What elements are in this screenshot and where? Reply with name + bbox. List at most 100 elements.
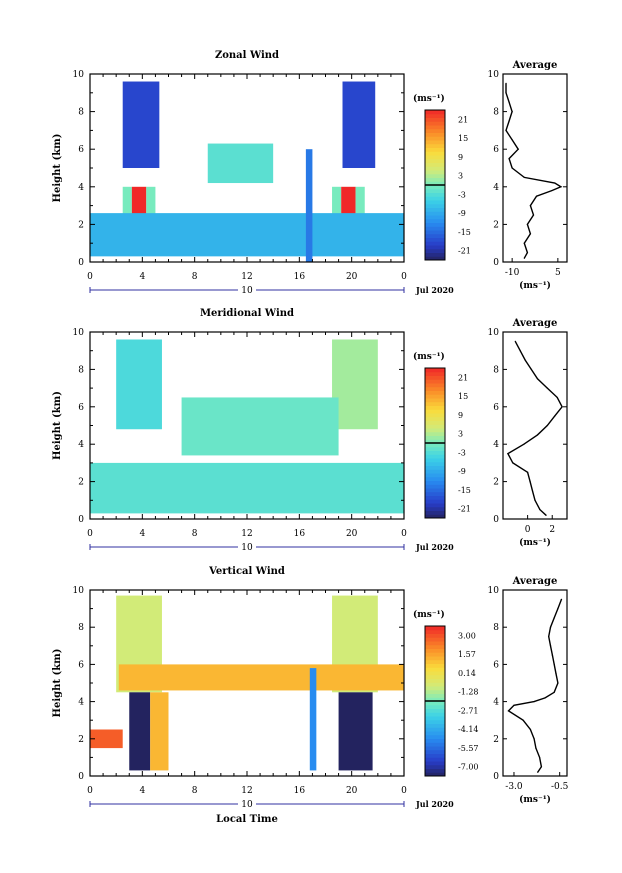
x-axis-label: Local Time bbox=[216, 814, 278, 825]
x-tick-label: 4 bbox=[139, 786, 145, 796]
average-y-tick-label: 0 bbox=[493, 772, 499, 782]
average-y-tick-label: 0 bbox=[493, 258, 499, 268]
colorbar-segment bbox=[425, 450, 445, 455]
colorbar-segment bbox=[425, 256, 445, 261]
average-point bbox=[527, 471, 529, 473]
colorbar-segment bbox=[425, 398, 445, 403]
colorbar-segment bbox=[425, 420, 445, 425]
colorbar-segment bbox=[425, 140, 445, 145]
colorbar-segment bbox=[425, 629, 445, 634]
average-point bbox=[537, 771, 539, 773]
colorbar-segment bbox=[425, 734, 445, 739]
colorbar-tick-label: 9 bbox=[458, 153, 463, 162]
colorbar-segment bbox=[425, 207, 445, 212]
average-profile-line bbox=[506, 341, 563, 516]
colorbar-segment bbox=[425, 476, 445, 481]
colorbar-segment bbox=[425, 252, 445, 257]
field-cell bbox=[150, 692, 169, 771]
average-title: Average bbox=[512, 576, 558, 587]
colorbar-segment bbox=[425, 667, 445, 672]
field-cell bbox=[116, 339, 162, 430]
average-point bbox=[546, 424, 548, 427]
average-point bbox=[505, 92, 507, 94]
colorbar-segment bbox=[425, 166, 445, 171]
average-point bbox=[523, 242, 525, 244]
x-tick-label: 8 bbox=[192, 786, 198, 796]
y-tick-label: 10 bbox=[73, 586, 85, 596]
average-point bbox=[560, 598, 563, 600]
average-point bbox=[540, 766, 543, 768]
average-x-tick-label: -0.5 bbox=[551, 782, 569, 792]
colorbar-segment bbox=[425, 686, 445, 691]
colorbar-segment bbox=[425, 704, 445, 709]
y-tick-label: 10 bbox=[73, 328, 85, 338]
average-point bbox=[557, 608, 559, 610]
average-point bbox=[523, 176, 525, 178]
colorbar-segment bbox=[425, 671, 445, 676]
colorbar-segment bbox=[425, 506, 445, 511]
average-point bbox=[555, 673, 557, 675]
chart-title: Vertical Wind bbox=[208, 566, 285, 577]
average-point bbox=[522, 719, 524, 721]
average-point bbox=[526, 223, 528, 225]
average-y-tick-label: 4 bbox=[493, 183, 499, 193]
average-point bbox=[535, 195, 538, 197]
colorbar-segment bbox=[425, 241, 445, 246]
x-tick-label: 8 bbox=[192, 529, 198, 539]
colorbar-segment bbox=[425, 245, 445, 250]
colorbar-segment bbox=[425, 383, 445, 388]
average-profile-line bbox=[505, 83, 563, 259]
colorbar-tick-label: 0.14 bbox=[458, 669, 476, 678]
average-point bbox=[529, 481, 531, 483]
average-y-tick-label: 8 bbox=[493, 365, 499, 375]
x-tick-label: 0 bbox=[87, 529, 93, 539]
y-axis-label: Height (km) bbox=[52, 649, 63, 718]
average-point bbox=[557, 682, 559, 684]
y-tick-label: 8 bbox=[78, 623, 84, 633]
y-tick-label: 8 bbox=[78, 108, 84, 118]
colorbar-segment bbox=[425, 753, 445, 758]
x-tick-label: 12 bbox=[241, 272, 252, 282]
date-label: Jul 2020 bbox=[415, 799, 454, 809]
colorbar-segment bbox=[425, 742, 445, 747]
average-y-tick-label: 2 bbox=[493, 735, 499, 745]
colorbar-segment bbox=[425, 641, 445, 646]
colorbar-segment bbox=[425, 719, 445, 724]
chart-title: Zonal Wind bbox=[215, 50, 279, 61]
colorbar-tick-label: -15 bbox=[458, 228, 471, 237]
colorbar-segment bbox=[425, 469, 445, 474]
average-point bbox=[531, 490, 534, 492]
colorbar-segment bbox=[425, 701, 445, 706]
colorbar-segment bbox=[425, 222, 445, 227]
colorbar-segment bbox=[425, 644, 445, 649]
average-point bbox=[507, 452, 509, 455]
average-point bbox=[556, 396, 558, 399]
colorbar-segment bbox=[425, 200, 445, 205]
x-tick-label: 4 bbox=[139, 529, 145, 539]
x-tick-label: 12 bbox=[241, 529, 252, 539]
colorbar-tick-label: -5.57 bbox=[458, 744, 479, 753]
colorbar-segment bbox=[425, 749, 445, 754]
colorbar-tick-label: 3.00 bbox=[458, 631, 476, 640]
average-point bbox=[533, 701, 535, 703]
y-tick-label: 6 bbox=[78, 403, 84, 413]
colorbar-segment bbox=[425, 488, 445, 493]
field-cell bbox=[90, 729, 123, 749]
colorbar-segment bbox=[425, 443, 445, 448]
average-point bbox=[505, 82, 507, 84]
average-point bbox=[526, 252, 528, 254]
colorbar-segment bbox=[425, 416, 445, 421]
field-cell bbox=[305, 149, 313, 262]
colorbar-segment bbox=[425, 128, 445, 133]
average-point bbox=[536, 378, 539, 380]
average-point bbox=[545, 514, 547, 516]
x-tick-label: 0 bbox=[87, 272, 93, 282]
date-day-label: 10 bbox=[241, 800, 253, 810]
colorbar-segment bbox=[425, 495, 445, 500]
colorbar-segment bbox=[425, 147, 445, 152]
colorbar-segment bbox=[425, 746, 445, 751]
average-y-tick-label: 10 bbox=[488, 328, 500, 338]
colorbar-segment bbox=[425, 723, 445, 728]
colorbar-segment bbox=[425, 237, 445, 242]
average-point bbox=[514, 340, 516, 342]
